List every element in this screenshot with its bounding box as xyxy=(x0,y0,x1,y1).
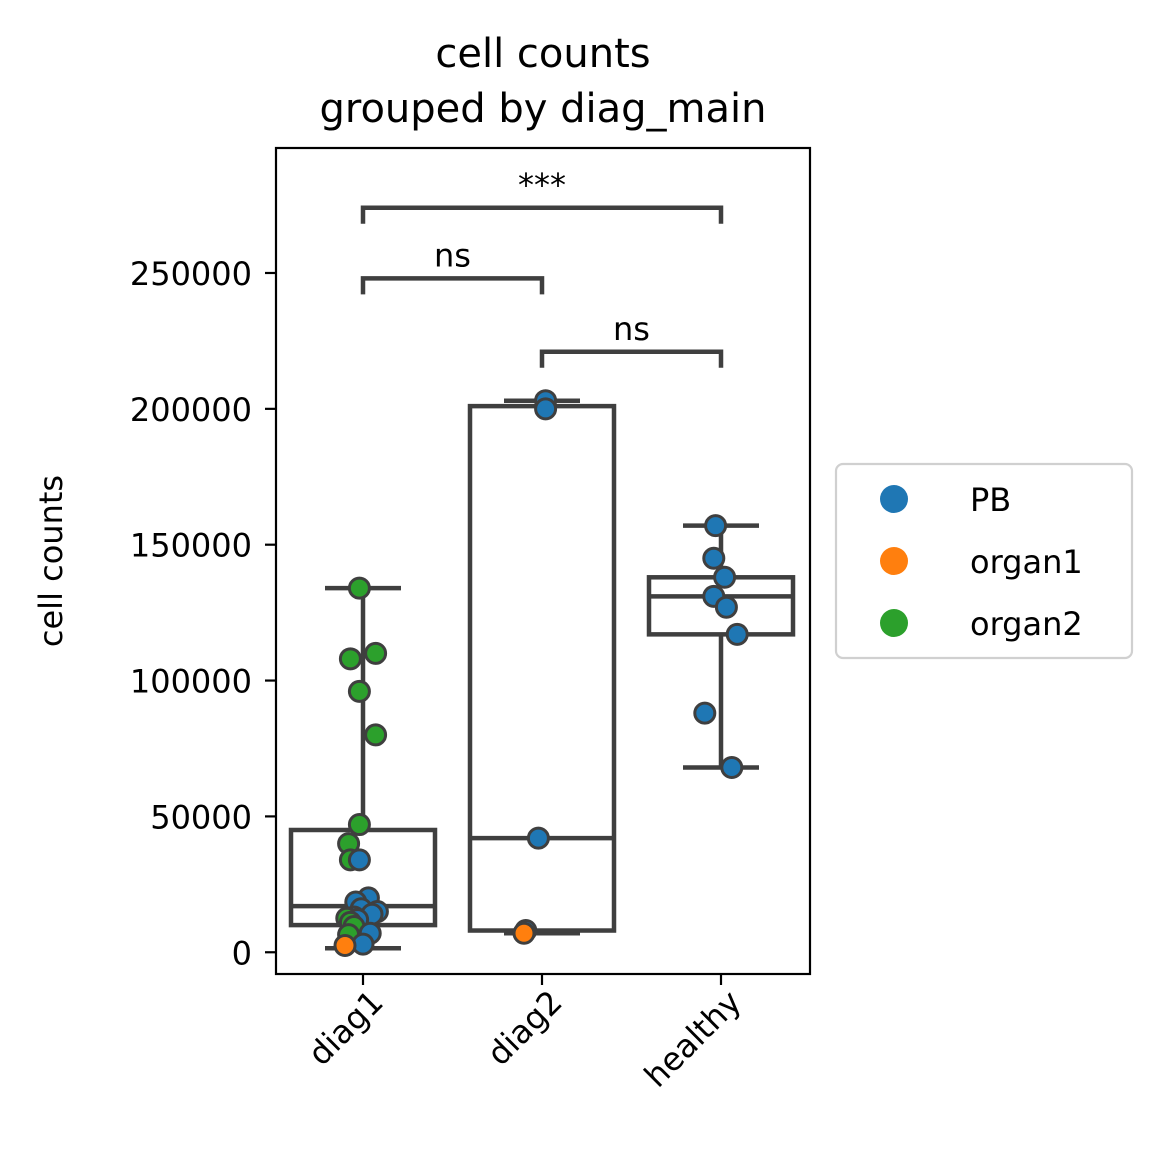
data-point-PB xyxy=(534,397,558,421)
y-tick-label: 50000 xyxy=(150,798,252,836)
chart-title-line-1: cell counts xyxy=(435,31,650,77)
legend-marker-PB xyxy=(880,485,908,513)
data-point-organ2 xyxy=(347,679,371,703)
data-point-PB xyxy=(702,546,726,570)
data-point-organ2 xyxy=(347,576,371,600)
data-point-organ2 xyxy=(364,641,388,665)
data-point-PB xyxy=(725,622,749,646)
legend-label-PB: PB xyxy=(970,481,1011,519)
legend: PB organ1 organ2 xyxy=(834,462,1134,660)
significance-bracket xyxy=(539,349,724,368)
plot-area: 0 50000 100000 150000 200000 250000 diag1 diag2… xyxy=(130,146,812,1095)
data-point-PB xyxy=(704,514,728,538)
chart-title-line-2: grouped by diag_main xyxy=(319,86,766,132)
y-axis-label: cell counts xyxy=(32,475,70,647)
data-point-organ2 xyxy=(364,723,388,747)
significance-label: ns xyxy=(613,310,650,348)
legend-label-organ2: organ2 xyxy=(970,605,1083,643)
data-point-organ2 xyxy=(347,813,371,837)
significance-label: ns xyxy=(434,236,471,274)
data-point-PB xyxy=(714,595,738,619)
box-diag2 xyxy=(467,403,617,933)
data-point-PB xyxy=(720,756,744,779)
data-point-PB xyxy=(526,826,550,850)
y-tick-label: 100000 xyxy=(130,663,252,701)
legend-frame xyxy=(834,462,1134,660)
x-tick-label-diag2: diag2 xyxy=(480,983,570,1073)
y-tick-label: 150000 xyxy=(130,527,252,565)
y-tick-label: 200000 xyxy=(130,391,252,429)
significance-bracket xyxy=(360,276,545,295)
legend-label-organ1: organ1 xyxy=(970,543,1083,581)
data-point-PB xyxy=(693,701,717,725)
data-point-organ1 xyxy=(512,921,536,945)
significance-bracket xyxy=(360,205,724,224)
data-point-organ2 xyxy=(338,647,362,671)
y-tick-label: 0 xyxy=(232,934,252,972)
data-point-organ1 xyxy=(333,933,357,957)
x-tick-label-healthy: healthy xyxy=(637,983,749,1095)
y-tick-label: 250000 xyxy=(130,255,252,293)
significance-label: *** xyxy=(518,166,566,204)
legend-marker-organ1 xyxy=(880,547,908,575)
x-tick-label-diag1: diag1 xyxy=(301,983,391,1073)
data-point-PB xyxy=(713,565,737,589)
legend-marker-organ2 xyxy=(880,609,908,637)
data-point-PB xyxy=(347,848,371,872)
